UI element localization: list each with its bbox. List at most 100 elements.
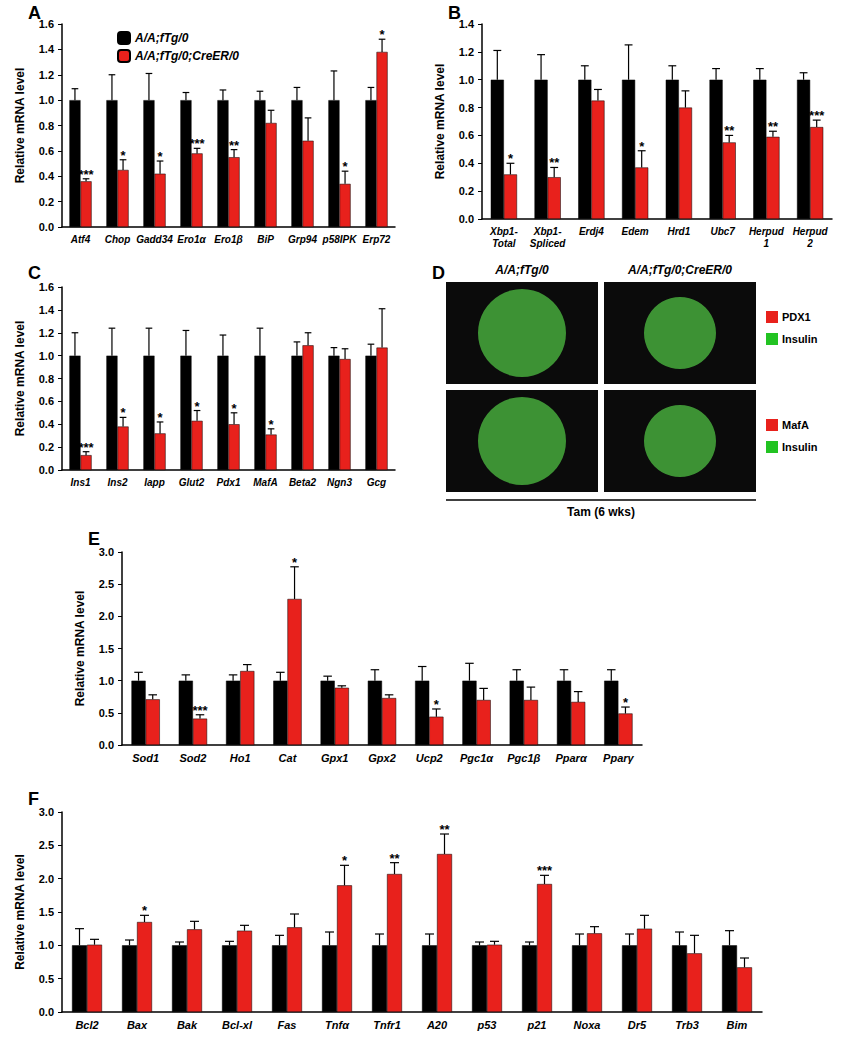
- svg-text:*: *: [232, 401, 238, 416]
- svg-text:*: *: [121, 405, 127, 420]
- svg-text:Bak: Bak: [177, 1019, 198, 1031]
- svg-text:Relative mRNA level: Relative mRNA level: [13, 68, 27, 184]
- svg-text:Pparγ: Pparγ: [603, 752, 634, 764]
- svg-text:0.0: 0.0: [39, 221, 54, 233]
- svg-text:3.0: 3.0: [39, 806, 54, 818]
- svg-text:Relative mRNA level: Relative mRNA level: [433, 64, 447, 180]
- svg-text:D: D: [432, 263, 445, 283]
- svg-text:A/A;fTg/0: A/A;fTg/0: [134, 31, 189, 45]
- svg-text:1.2: 1.2: [39, 69, 54, 81]
- svg-text:***: ***: [192, 703, 208, 718]
- svg-text:0.6: 0.6: [459, 129, 474, 141]
- svg-text:1.0: 1.0: [459, 74, 474, 86]
- svg-text:1.2: 1.2: [39, 327, 54, 339]
- svg-text:***: ***: [78, 167, 94, 182]
- svg-text:Pparα: Pparα: [555, 752, 587, 764]
- svg-text:0.0: 0.0: [39, 1006, 54, 1018]
- svg-text:1.5: 1.5: [39, 906, 54, 918]
- svg-text:1.4: 1.4: [459, 18, 475, 30]
- svg-text:Noxa: Noxa: [574, 1019, 601, 1031]
- svg-text:Bcl-xl: Bcl-xl: [222, 1019, 253, 1031]
- svg-text:0.2: 0.2: [39, 196, 54, 208]
- svg-text:***: ***: [537, 863, 553, 878]
- svg-text:*: *: [342, 853, 348, 868]
- svg-text:1.6: 1.6: [39, 281, 54, 293]
- svg-text:Ho1: Ho1: [230, 752, 251, 764]
- svg-text:Edem: Edem: [622, 226, 649, 237]
- svg-text:p21: p21: [527, 1019, 547, 1031]
- svg-text:Ins2: Ins2: [107, 477, 127, 488]
- svg-text:0.8: 0.8: [39, 373, 54, 385]
- svg-text:2: 2: [806, 238, 813, 249]
- svg-text:0.0: 0.0: [459, 213, 474, 225]
- svg-text:1.0: 1.0: [39, 350, 54, 362]
- svg-text:Erp72: Erp72: [363, 234, 391, 245]
- svg-text:Grp94: Grp94: [288, 234, 317, 245]
- svg-text:Pgc1β: Pgc1β: [507, 752, 540, 764]
- svg-text:Erdj4: Erdj4: [579, 226, 604, 237]
- svg-text:p58IPK: p58IPK: [322, 234, 358, 245]
- svg-text:Cat: Cat: [279, 752, 298, 764]
- svg-text:2.0: 2.0: [39, 873, 54, 885]
- svg-text:Glut2: Glut2: [179, 477, 205, 488]
- svg-text:0.5: 0.5: [39, 973, 54, 985]
- svg-text:1.0: 1.0: [99, 675, 114, 687]
- svg-text:Ubc7: Ubc7: [710, 226, 735, 237]
- svg-text:Beta2: Beta2: [289, 477, 317, 488]
- svg-text:BiP: BiP: [257, 234, 274, 245]
- svg-text:Sod2: Sod2: [179, 752, 206, 764]
- svg-text:*: *: [508, 151, 514, 166]
- svg-text:Relative mRNA level: Relative mRNA level: [13, 854, 27, 970]
- svg-text:Sod1: Sod1: [132, 752, 159, 764]
- svg-text:0.8: 0.8: [459, 102, 474, 114]
- svg-text:0.4: 0.4: [39, 170, 55, 182]
- svg-text:**: **: [724, 123, 735, 138]
- svg-text:*: *: [434, 697, 440, 712]
- svg-text:Bcl2: Bcl2: [75, 1019, 98, 1031]
- svg-text:*: *: [158, 149, 164, 164]
- svg-text:Iapp: Iapp: [144, 477, 165, 488]
- svg-text:C: C: [28, 263, 41, 283]
- svg-text:0.4: 0.4: [39, 418, 55, 430]
- svg-text:***: ***: [809, 108, 825, 123]
- svg-text:Ins1: Ins1: [70, 477, 90, 488]
- svg-text:0.4: 0.4: [459, 157, 475, 169]
- svg-text:2.5: 2.5: [99, 578, 114, 590]
- svg-text:A/A;fTg/0: A/A;fTg/0: [494, 263, 549, 277]
- svg-text:**: **: [439, 822, 450, 837]
- svg-text:MafA: MafA: [253, 477, 277, 488]
- svg-text:1.0: 1.0: [39, 94, 54, 106]
- svg-text:Relative mRNA level: Relative mRNA level: [73, 591, 87, 707]
- svg-text:Pdx1: Pdx1: [217, 477, 241, 488]
- svg-text:1.5: 1.5: [99, 643, 114, 655]
- svg-text:*: *: [380, 27, 386, 42]
- svg-text:Xbp1-: Xbp1-: [533, 226, 562, 237]
- svg-text:0.6: 0.6: [39, 145, 54, 157]
- svg-text:Ngn3: Ngn3: [327, 477, 352, 488]
- svg-text:MafA: MafA: [782, 419, 809, 431]
- svg-text:*: *: [121, 148, 127, 163]
- svg-text:Xbp1-: Xbp1-: [489, 226, 518, 237]
- svg-text:**: **: [768, 119, 779, 134]
- svg-text:A/A;fTg/0;CreER/0: A/A;fTg/0;CreER/0: [627, 263, 732, 277]
- svg-text:Bax: Bax: [127, 1019, 148, 1031]
- svg-text:1.6: 1.6: [39, 18, 54, 30]
- svg-text:Gpx2: Gpx2: [368, 752, 396, 764]
- svg-text:0.2: 0.2: [459, 185, 474, 197]
- svg-text:PDX1: PDX1: [782, 311, 811, 323]
- svg-text:Dr5: Dr5: [628, 1019, 647, 1031]
- svg-text:*: *: [142, 903, 148, 918]
- svg-text:2.0: 2.0: [99, 610, 114, 622]
- svg-text:2.5: 2.5: [39, 839, 54, 851]
- svg-text:*: *: [292, 555, 298, 570]
- svg-text:**: **: [229, 138, 240, 153]
- svg-text:Spliced: Spliced: [530, 238, 566, 249]
- svg-text:A20: A20: [426, 1019, 448, 1031]
- svg-text:1.0: 1.0: [39, 939, 54, 951]
- svg-text:Tam (6 wks): Tam (6 wks): [567, 505, 635, 519]
- svg-text:**: **: [549, 155, 560, 170]
- svg-text:0.0: 0.0: [39, 464, 54, 476]
- svg-text:0.6: 0.6: [39, 395, 54, 407]
- svg-text:0.2: 0.2: [39, 441, 54, 453]
- svg-text:Ero1α: Ero1α: [177, 234, 206, 245]
